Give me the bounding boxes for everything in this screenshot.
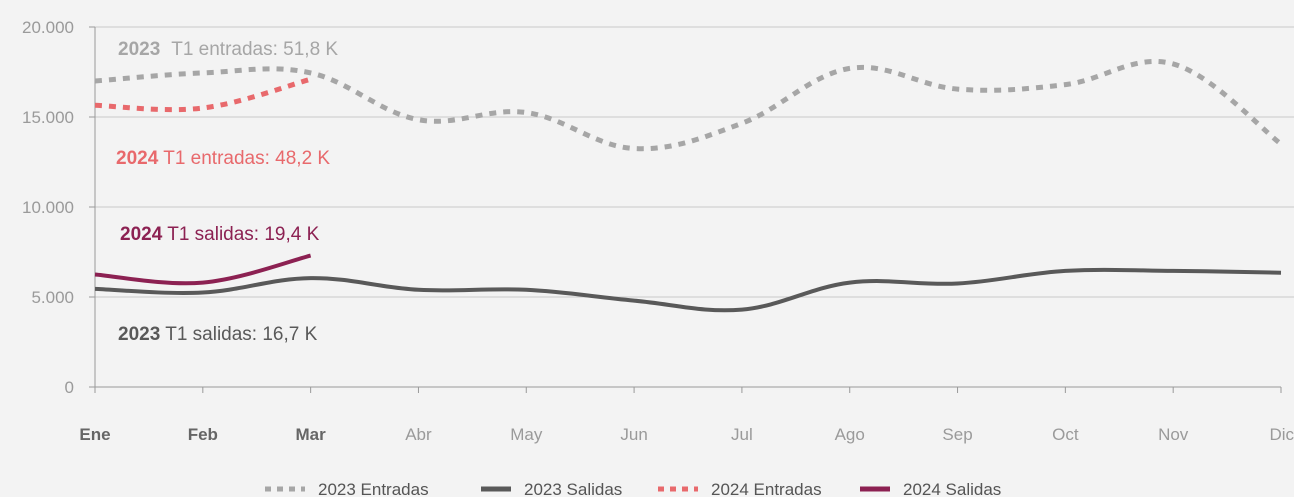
- x-tick-label: Mar: [296, 425, 327, 444]
- annotation-2023-entradas: 2023 T1 entradas: 51,8 K: [118, 39, 338, 60]
- annotation-text: T1 salidas: 16,7 K: [160, 324, 317, 345]
- legend-label: 2024 Salidas: [903, 480, 1001, 497]
- annotation-text: T1 salidas: 19,4 K: [162, 224, 319, 245]
- series-line-2024-salidas: [94, 253, 312, 286]
- annotation-2023-salidas: 2023 T1 salidas: 16,7 K: [118, 324, 318, 345]
- series-line-2023-entradas: [94, 58, 1283, 152]
- annotation-2024-salidas: 2024 T1 salidas: 19,4 K: [120, 224, 320, 245]
- y-tick-label: 15.000: [22, 108, 74, 127]
- y-axis: 0 5.000 10.000 15.000 20.000: [22, 18, 95, 397]
- annotation-year: 2024: [120, 224, 163, 245]
- x-tick-label: Oct: [1052, 425, 1079, 444]
- x-tick-label: Feb: [188, 425, 218, 444]
- series-line-2023-salidas: [94, 267, 1282, 313]
- annotation-text: T1 entradas: 51,8 K: [166, 39, 338, 60]
- legend-label: 2023 Entradas: [318, 480, 429, 497]
- annotation-text: T1 entradas: 48,2 K: [158, 148, 330, 169]
- gridlines: [95, 26, 1294, 298]
- legend-label: 2023 Salidas: [524, 480, 622, 497]
- y-tick-label: 0: [65, 378, 74, 397]
- x-tick-label: Ago: [835, 425, 865, 444]
- x-tick-label: Abr: [405, 425, 432, 444]
- annotation-year: 2023: [118, 324, 160, 345]
- annotation-2024-entradas: 2024 T1 entradas: 48,2 K: [116, 148, 330, 169]
- x-axis: Ene Feb Mar Abr May Jun Jul Ago Sep Oct Nov Dic: [79, 27, 1294, 444]
- x-tick-label: Dic: [1269, 425, 1294, 444]
- x-tick-label: Sep: [942, 425, 972, 444]
- x-tick-label: May: [510, 425, 543, 444]
- legend: 2023 Entradas 2023 Salidas 2024 Entradas 20…: [265, 480, 1001, 497]
- x-tick-label: Jun: [620, 425, 647, 444]
- x-tick-label: Jul: [731, 425, 753, 444]
- y-tick-label: 10.000: [22, 198, 74, 217]
- legend-label: 2024 Entradas: [711, 480, 822, 497]
- y-tick-label: 5.000: [31, 288, 74, 307]
- series-line-2024-entradas: [94, 76, 312, 113]
- annotation-year: 2024: [116, 148, 159, 169]
- series-lines: [94, 58, 1283, 313]
- x-tick-label: Nov: [1158, 425, 1189, 444]
- y-tick-label: 20.000: [22, 18, 74, 37]
- annotation-year: 2023: [118, 39, 160, 60]
- x-tick-label: Ene: [79, 425, 110, 444]
